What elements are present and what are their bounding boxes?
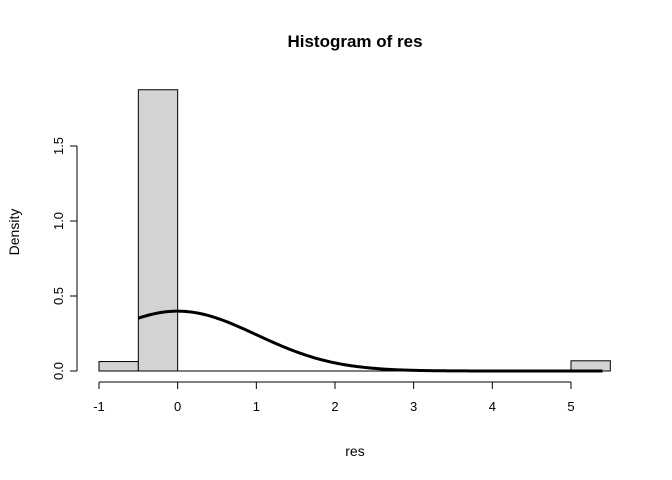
- x-tick-label-0: -1: [93, 399, 105, 414]
- y-tick-label-0: 0.0: [51, 362, 66, 380]
- y-tick-label-2: 1.0: [51, 212, 66, 230]
- bars-group: [98, 89, 611, 372]
- x-tick-label-4: 3: [410, 399, 417, 414]
- y-axis-label: Density: [6, 209, 22, 256]
- density-curve: [137, 309, 603, 373]
- y-tick-label-3: 1.5: [51, 137, 66, 155]
- chart-title: Histogram of res: [287, 32, 422, 51]
- x-axis-label: res: [345, 443, 364, 459]
- y-axis: 0.0 0.5 1.0 1.5: [51, 137, 78, 380]
- x-tick-label-3: 2: [331, 399, 338, 414]
- y-tick-label-1: 0.5: [51, 287, 66, 305]
- x-tick-label-1: 0: [174, 399, 181, 414]
- x-tick-label-2: 1: [253, 399, 260, 414]
- histogram-bar-1: [137, 89, 179, 372]
- histogram-bar-2: [570, 360, 611, 372]
- histogram-bar-0: [98, 361, 139, 372]
- x-tick-label-6: 5: [567, 399, 574, 414]
- x-axis: -1 0 1 2 3 4 5: [93, 381, 575, 414]
- x-tick-label-5: 4: [489, 399, 496, 414]
